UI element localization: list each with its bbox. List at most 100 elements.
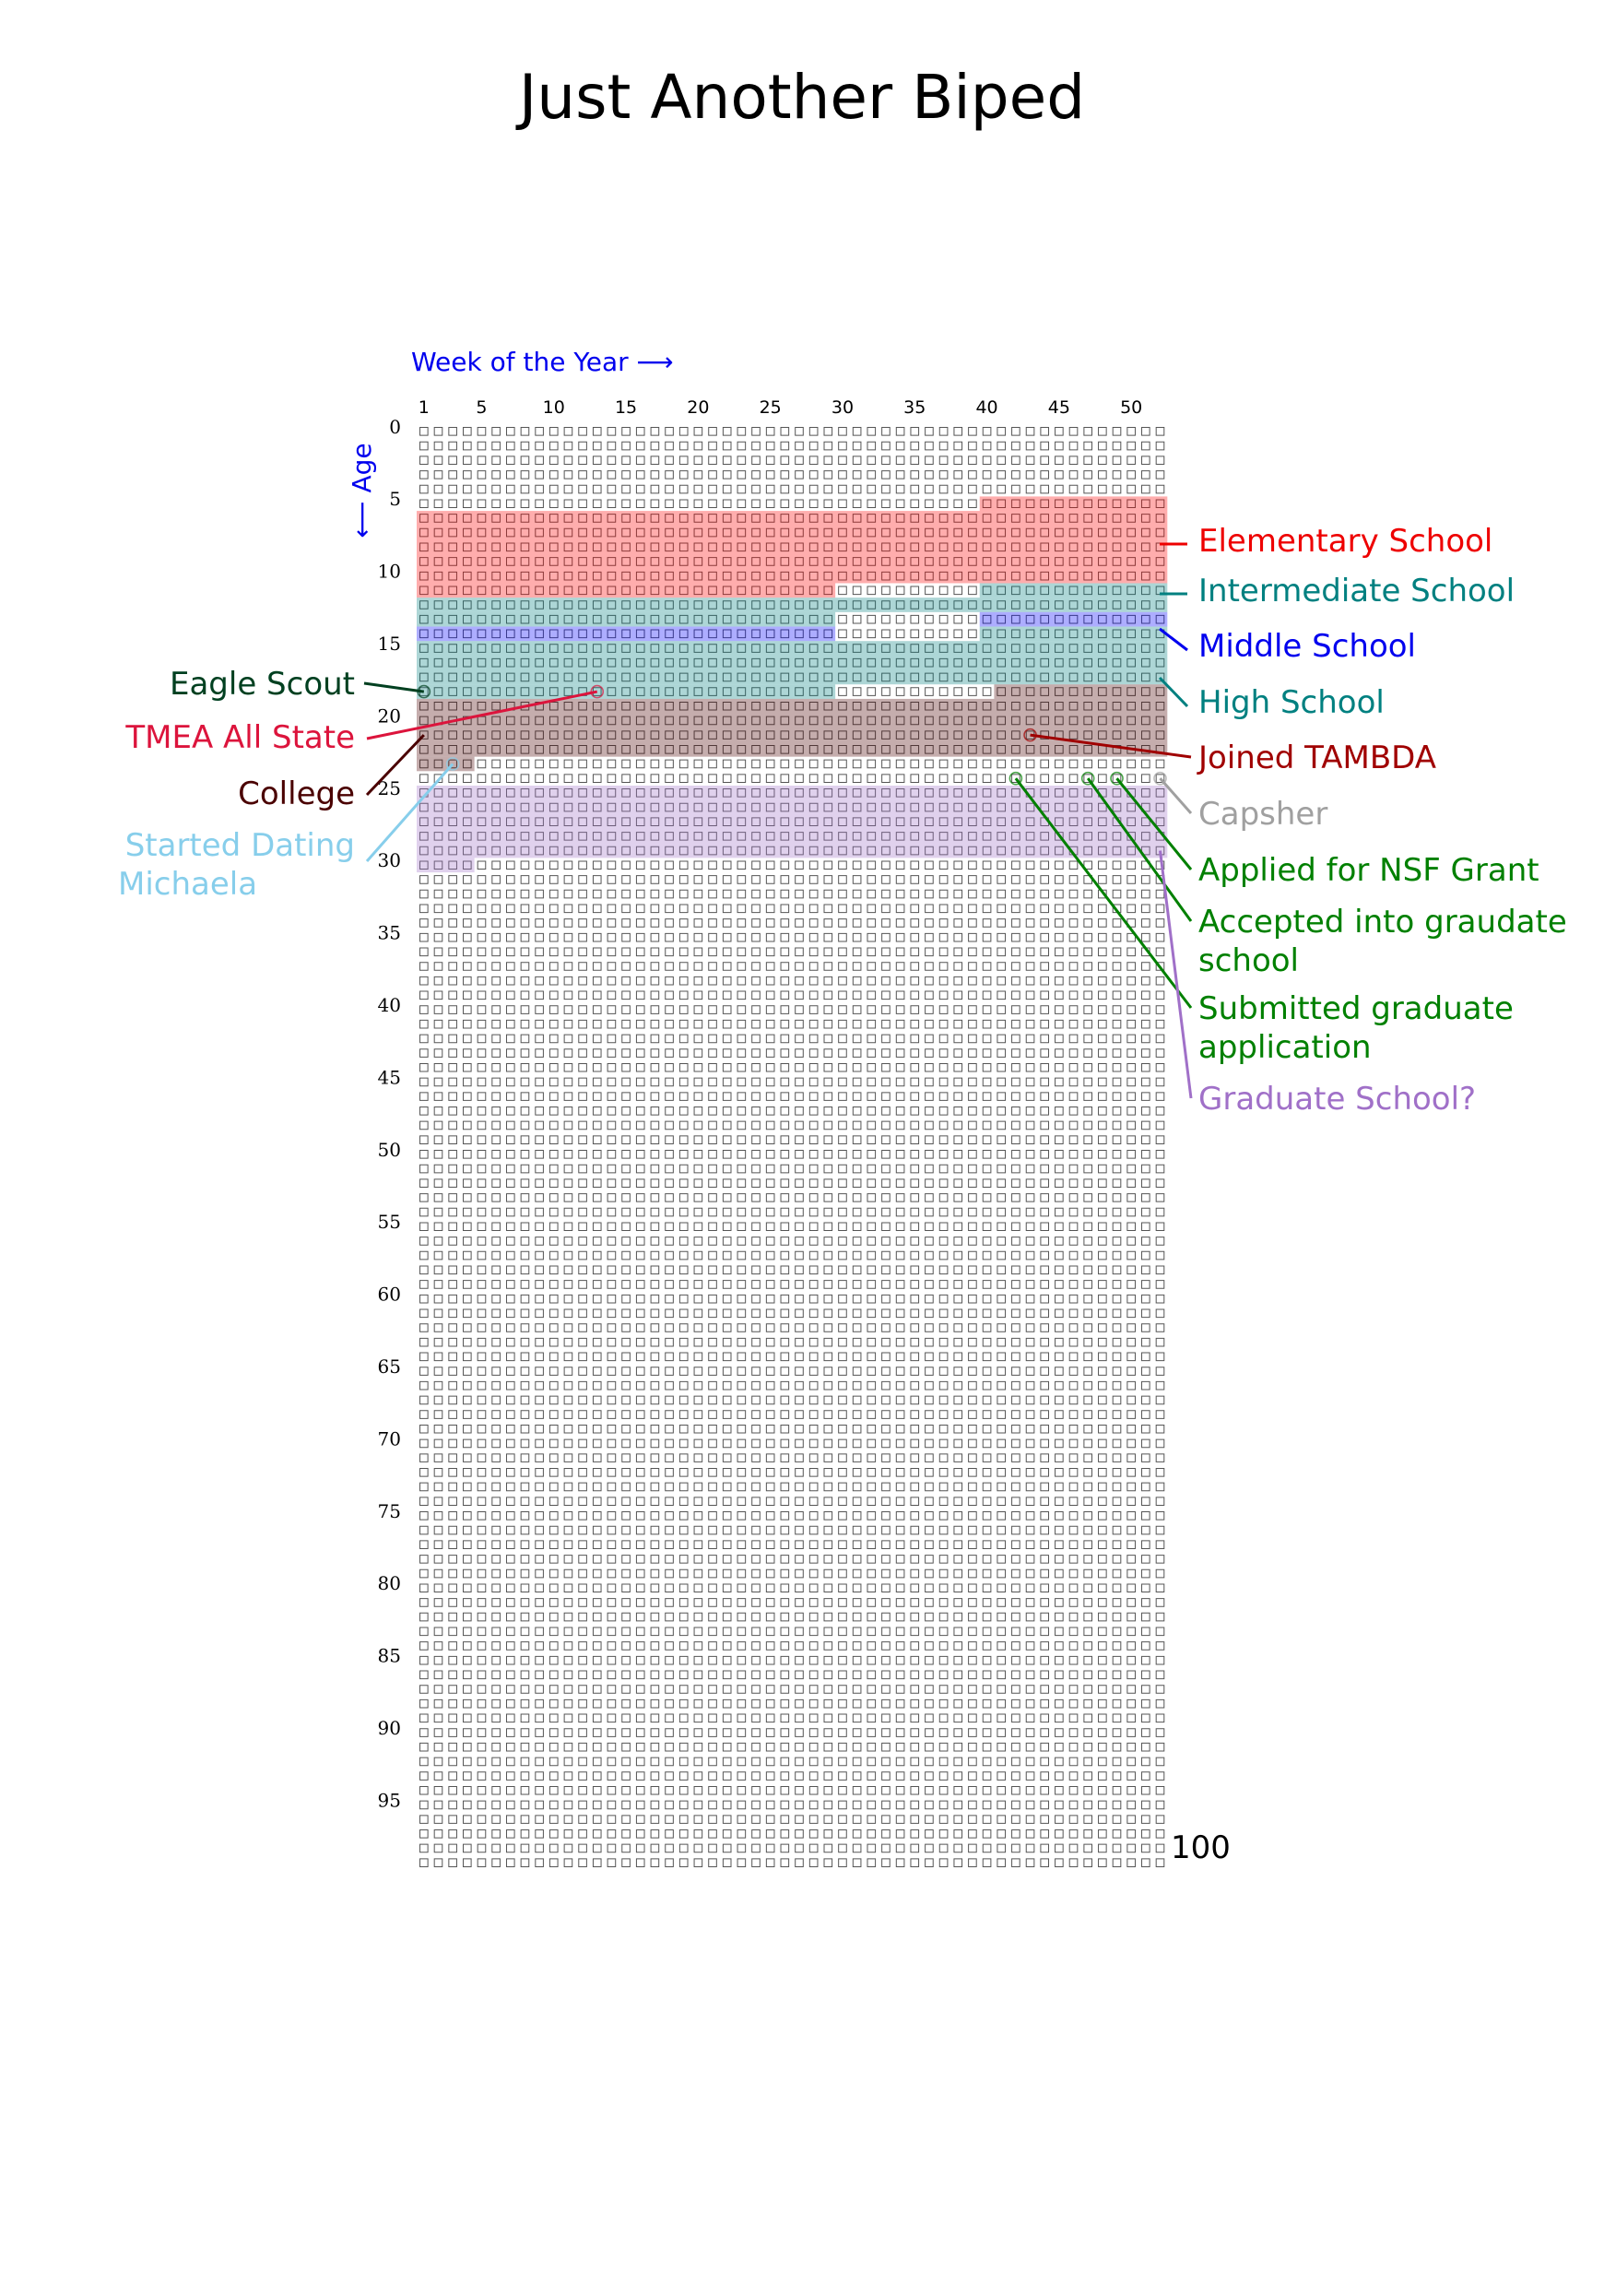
leader-line xyxy=(365,734,425,797)
period-elementary-school xyxy=(417,496,1168,598)
period-band xyxy=(417,598,1168,612)
label-line: application xyxy=(1198,1029,1372,1066)
x-tick-label: 10 xyxy=(543,397,565,418)
label-text: Graduate School? xyxy=(1198,1081,1476,1118)
label-line: Michaela xyxy=(118,866,257,903)
label-text: Elementary School xyxy=(1198,523,1492,560)
period-band xyxy=(417,626,836,642)
label-text: Capsher xyxy=(1198,796,1327,833)
left-label-eagle-scout: Eagle Scout xyxy=(170,666,425,703)
period-band xyxy=(417,611,836,627)
period-band xyxy=(417,799,1168,858)
right-label-capsher: Capsher xyxy=(1159,777,1327,833)
x-tick-label: 30 xyxy=(831,397,854,418)
event-marker-capsher xyxy=(1153,771,1167,786)
label-text: Joined TAMBDA xyxy=(1197,740,1436,776)
period-band xyxy=(979,626,1168,642)
period-middle-school xyxy=(417,611,1168,642)
y-tick-label: 85 xyxy=(378,1645,401,1667)
y-tick-label: 65 xyxy=(378,1355,401,1378)
y-tick-label: 75 xyxy=(378,1500,401,1522)
period-band xyxy=(979,611,1168,627)
label-text: High School xyxy=(1198,684,1385,721)
label-text: College xyxy=(238,775,355,812)
event-marker-accepted-into-graudate-school xyxy=(1080,771,1095,786)
leader-line xyxy=(1159,850,1193,1099)
leader-line xyxy=(1030,733,1192,759)
period-band xyxy=(417,756,475,772)
leader-line xyxy=(1159,627,1188,652)
x-tick-label: 5 xyxy=(476,397,487,418)
period-band xyxy=(417,858,475,873)
x-tick-label: 50 xyxy=(1120,397,1142,418)
x-tick-label: 40 xyxy=(975,397,997,418)
y-tick-label: 20 xyxy=(378,704,401,727)
label-line: Started Dating xyxy=(125,827,355,864)
period-band xyxy=(994,684,1168,699)
y-tick-label: 55 xyxy=(378,1211,401,1233)
label-line: Submitted graduate xyxy=(1198,990,1514,1027)
y-axis-label: ⟵ Age xyxy=(347,443,377,538)
leader-line xyxy=(1115,777,1193,870)
period-graduate-school xyxy=(417,786,1168,873)
x-tick-label: 1 xyxy=(419,397,430,418)
right-label-middle-school: Middle School xyxy=(1159,627,1416,665)
y-tick-label: 0 xyxy=(389,416,401,438)
x-axis-label: Week of the Year ⟶ xyxy=(411,347,674,377)
y-tick-label: 70 xyxy=(378,1427,401,1450)
label-text: Eagle Scout xyxy=(170,666,355,703)
label-text: TMEA All State xyxy=(124,719,355,756)
event-marker-submitted-graduate-application xyxy=(1008,771,1023,786)
axis-labels: Week of the Year ⟶ ⟵ Age xyxy=(347,347,674,538)
leader-line xyxy=(1086,777,1193,922)
right-label-elementary-school: Elementary School xyxy=(1160,523,1492,560)
x-tick-label: 20 xyxy=(687,397,709,418)
x-tick-label: 15 xyxy=(615,397,637,418)
period-college xyxy=(417,684,1168,772)
leader-line xyxy=(1159,777,1193,814)
y-tick-label: 15 xyxy=(378,633,401,655)
x-tick-label: 25 xyxy=(760,397,782,418)
period-band xyxy=(417,641,1168,685)
right-label-applied-for-nsf-grant: Applied for NSF Grant xyxy=(1115,777,1539,889)
right-label-high-school: High School xyxy=(1158,676,1385,721)
right-label-joined-tambda: Joined TAMBDA xyxy=(1030,733,1436,776)
event-marker-started-dating-michaela xyxy=(445,757,460,771)
y-tick-label: 50 xyxy=(378,1139,401,1161)
y-tick-label: 45 xyxy=(378,1066,401,1088)
axis-ticks: 1 5 10 15 20 25 30 35 40 45 5005101520253035404550… xyxy=(378,397,1231,1866)
period-band xyxy=(417,511,1168,584)
right-label-graduate-school: Graduate School? xyxy=(1159,850,1476,1118)
x-tick-label: 45 xyxy=(1048,397,1070,418)
period-band xyxy=(417,698,1168,757)
period-band xyxy=(417,786,1168,800)
y-tick-label: 10 xyxy=(378,561,401,583)
left-label-tmea-all-state: TMEA All State xyxy=(124,690,598,756)
label-line: Accepted into graudate xyxy=(1198,904,1567,941)
leader-line xyxy=(365,763,454,862)
annotation-labels: Elementary School Intermediate School Midd… xyxy=(118,523,1567,1118)
period-band xyxy=(979,583,1168,598)
leader-line xyxy=(363,681,425,693)
age-100-label: 100 xyxy=(1171,1829,1231,1866)
y-tick-label: 35 xyxy=(378,922,401,944)
right-label-intermediate-school: Intermediate School xyxy=(1160,573,1515,610)
y-tick-label: 5 xyxy=(389,488,401,510)
label-text: Middle School xyxy=(1198,628,1416,665)
y-tick-label: 95 xyxy=(378,1789,401,1811)
y-tick-label: 80 xyxy=(378,1572,401,1594)
label-text: Intermediate School xyxy=(1198,573,1515,610)
y-tick-label: 30 xyxy=(378,849,401,871)
week-grid xyxy=(419,427,1165,1867)
y-tick-label: 60 xyxy=(378,1284,401,1306)
period-band xyxy=(417,684,836,699)
label-text: Applied for NSF Grant xyxy=(1198,852,1539,889)
period-high-school xyxy=(417,626,1168,699)
leader-line xyxy=(1158,676,1189,708)
life-period-shading xyxy=(417,496,1168,873)
chart-title: Just Another Biped xyxy=(515,62,1085,133)
